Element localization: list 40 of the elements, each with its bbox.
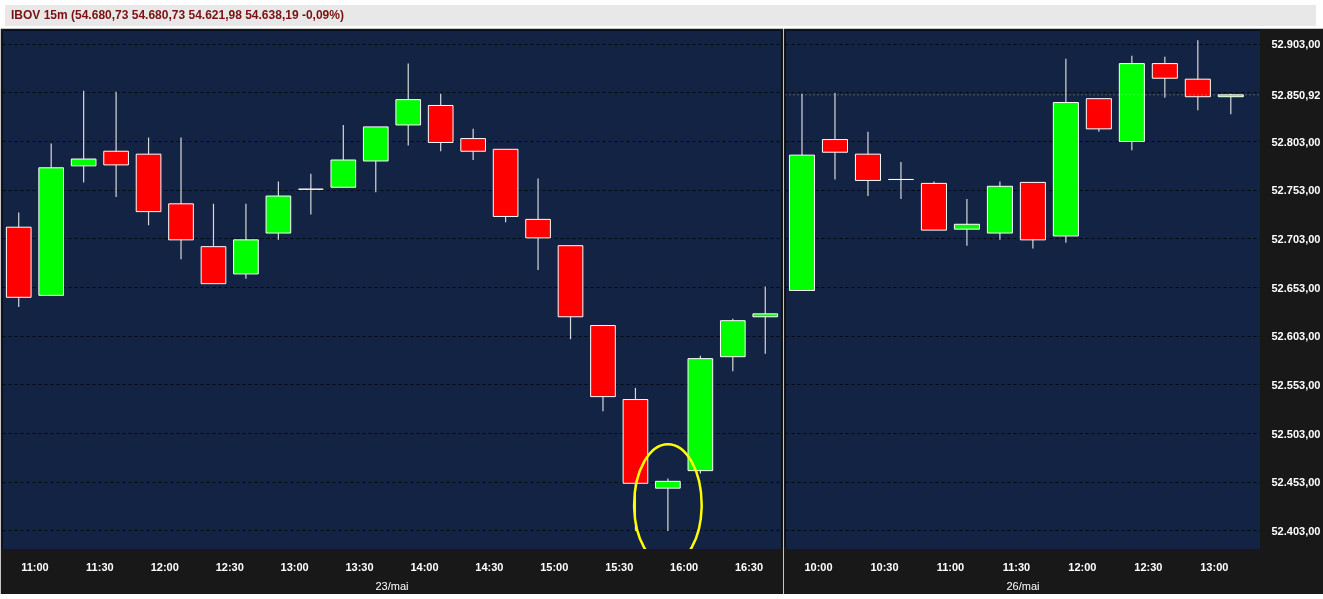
x-tick-label: 12:00 bbox=[1068, 560, 1097, 573]
candlestick bbox=[953, 198, 980, 247]
candlestick bbox=[821, 92, 849, 181]
x-axis-title: 23/mai bbox=[375, 579, 409, 592]
x-tick-label: 11:30 bbox=[86, 560, 114, 573]
candlestick bbox=[752, 285, 779, 355]
candlestick bbox=[655, 477, 681, 532]
chart-title: IBOV 15m (54.680,73 54.680,73 54.621,98 54.638,19 -0,09%) bbox=[5, 5, 1316, 27]
x-tick-label: 14:00 bbox=[410, 560, 439, 573]
x-tick-label: 12:30 bbox=[215, 560, 244, 573]
y-tick-label: 52.603,00 bbox=[1271, 330, 1321, 343]
y-tick-label: 52.653,00 bbox=[1271, 281, 1321, 294]
x-tick-label: 13:30 bbox=[345, 560, 374, 573]
candlestick bbox=[887, 161, 914, 200]
y-tick-label: 52.803,00 bbox=[1271, 135, 1321, 148]
x-axis-title: 26/mai bbox=[1006, 579, 1040, 592]
x-tick-label: 10:00 bbox=[804, 560, 833, 573]
x-tick-label: 11:30 bbox=[1002, 560, 1031, 573]
x-tick-label: 11:00 bbox=[21, 560, 49, 573]
y-tick-label: 52.403,00 bbox=[1271, 525, 1321, 537]
x-tick-label: 12:00 bbox=[150, 560, 179, 573]
x-tick-label: 16:30 bbox=[734, 560, 764, 573]
y-tick-label: 52.453,00 bbox=[1271, 476, 1321, 489]
y-tick-label: 52.903,00 bbox=[1271, 38, 1321, 51]
y-tick-label: 52.503,00 bbox=[1271, 427, 1321, 440]
candlestick bbox=[298, 173, 324, 216]
y-tick-label: 52.703,00 bbox=[1271, 232, 1321, 245]
x-tick-label: 12:30 bbox=[1134, 560, 1163, 573]
x-tick-label: 16:00 bbox=[670, 560, 699, 573]
ref-line-label: 52.850,92 bbox=[1271, 88, 1321, 101]
x-tick-label: 13:00 bbox=[280, 560, 309, 573]
x-tick-label: 10:30 bbox=[870, 560, 899, 573]
y-tick-label: 52.553,00 bbox=[1271, 378, 1321, 391]
x-tick-label: 15:00 bbox=[540, 560, 569, 573]
x-tick-label: 14:30 bbox=[475, 560, 504, 573]
x-tick-label: 13:00 bbox=[1200, 560, 1229, 573]
x-tick-label: 11:00 bbox=[936, 560, 965, 573]
x-tick-label: 15:30 bbox=[605, 560, 634, 573]
candlestick bbox=[70, 90, 97, 183]
y-tick-label: 52.753,00 bbox=[1271, 184, 1321, 197]
